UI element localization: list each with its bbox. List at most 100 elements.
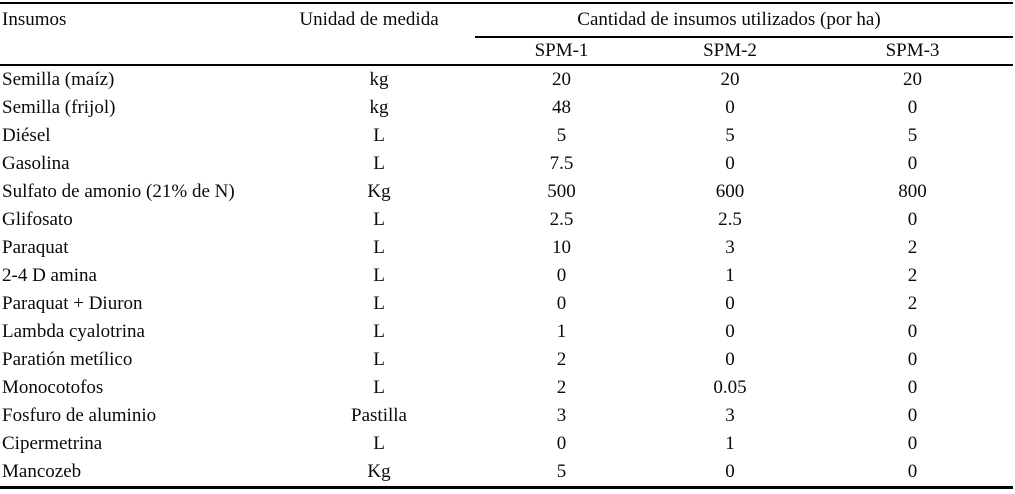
spm2-cell: 0 (725, 321, 735, 342)
spm3-cell: 2 (907, 293, 918, 314)
insumo-cell: Paraquat (2, 237, 69, 258)
spm1-cell: 20 (552, 69, 571, 90)
unidad-cell: L (373, 321, 385, 342)
spm2-cell: 0 (725, 349, 735, 370)
unidad-cell: Kg (367, 181, 391, 202)
spm1-cell: 5 (556, 125, 567, 146)
table-row: Lambda cyalotrina L 1 0 0 (0, 318, 1013, 346)
unidad-cell: L (373, 349, 385, 370)
unidad-cell: kg (369, 69, 389, 90)
spm3-cell: 20 (903, 69, 922, 90)
spm2-cell: 20 (720, 69, 740, 90)
table-row: Paraquat L 10 3 2 (0, 234, 1013, 262)
unidad-cell: L (373, 209, 385, 230)
unidad-cell: L (373, 265, 385, 286)
spm1-cell: 0 (556, 433, 567, 454)
unidad-cell: kg (369, 97, 389, 118)
spm2-cell: 0 (725, 293, 735, 314)
table-row: Paratión metílico L 2 0 0 (0, 346, 1013, 374)
insumo-cell: Cipermetrina (2, 433, 103, 454)
insumo-cell: Semilla (frijol) (2, 97, 116, 118)
table-row: Monocotofos L 2 0.05 0 (0, 374, 1013, 402)
insumo-cell: Fosfuro de aluminio (2, 405, 157, 426)
spm3-cell: 2 (907, 265, 918, 286)
insumo-cell: Paratión metílico (2, 349, 133, 370)
spm2-cell: 0 (725, 461, 735, 482)
spm1-cell: 48 (552, 97, 571, 118)
spm3-cell: 800 (898, 181, 927, 202)
table-row: Mancozeb Kg 5 0 0 (0, 458, 1013, 488)
spm1-cell: 2 (556, 349, 567, 370)
spm1-cell: 10 (552, 237, 571, 258)
spm3-cell: 0 (907, 153, 918, 174)
spm3-cell: 0 (907, 433, 918, 454)
column-header-insumos: Insumos (0, 3, 283, 66)
insumo-cell: Diésel (2, 125, 51, 146)
table-row: Semilla (maíz) kg 20 20 20 (0, 65, 1013, 94)
table-row: Glifosato L 2.5 2.5 0 (0, 206, 1013, 234)
spm2-cell: 0 (725, 153, 735, 174)
spm3-cell: 0 (907, 405, 918, 426)
insumo-cell: Gasolina (2, 153, 70, 174)
spm2-cell: 2.5 (718, 209, 742, 230)
table-row: 2-4 D amina L 0 1 2 (0, 262, 1013, 290)
spm3-cell: 5 (907, 125, 918, 146)
table-row: Semilla (frijol) kg 48 0 0 (0, 94, 1013, 122)
spm2-cell: 3 (725, 237, 735, 258)
spm3-cell: 0 (907, 97, 918, 118)
table-row: Sulfato de amonio (21% de N) Kg 500 600 … (0, 178, 1013, 206)
spm3-cell: 0 (907, 349, 918, 370)
spm2-cell: 1 (725, 433, 735, 454)
insumo-cell: Mancozeb (2, 461, 82, 482)
spm2-cell: 0 (725, 97, 735, 118)
insumo-cell: Semilla (maíz) (2, 69, 115, 90)
spm1-cell: 7.5 (549, 153, 574, 174)
spm2-cell: 0.05 (713, 377, 747, 398)
insumo-cell: Glifosato (2, 209, 73, 230)
spm1-cell: 3 (556, 405, 567, 426)
unidad-cell: L (373, 153, 385, 174)
column-header-spm3: SPM-3 (812, 37, 1013, 66)
spm1-cell: 500 (547, 181, 576, 202)
spm2-cell: 3 (725, 405, 735, 426)
spm3-cell: 0 (907, 377, 918, 398)
spm2-cell: 600 (715, 181, 745, 202)
column-header-spm2: SPM-2 (648, 37, 812, 66)
unidad-cell: Kg (367, 461, 391, 482)
spm2-cell: 5 (725, 125, 735, 146)
insumo-cell: Sulfato de amonio (21% de N) (2, 181, 235, 202)
spm3-cell: 0 (907, 461, 918, 482)
insumo-cell: Paraquat + Diuron (2, 293, 143, 314)
spm1-cell: 1 (556, 321, 567, 342)
unidad-cell: L (373, 433, 385, 454)
table-row: Cipermetrina L 0 1 0 (0, 430, 1013, 458)
insumo-cell: Lambda cyalotrina (2, 321, 145, 342)
table-row: Gasolina L 7.5 0 0 (0, 150, 1013, 178)
unidad-cell: L (373, 293, 385, 314)
insumo-cell: Monocotofos (2, 377, 104, 398)
spm1-cell: 0 (556, 293, 567, 314)
column-group-header-cantidad: Cantidad de insumos utilizados (por ha) (475, 3, 1013, 38)
spm1-cell: 0 (556, 265, 567, 286)
insumo-cell: 2-4 D amina (2, 265, 97, 286)
header-row-sub: SPM-1 SPM-2 SPM-3 (0, 37, 1013, 66)
unidad-cell: L (373, 377, 385, 398)
spm3-cell: 0 (907, 209, 918, 230)
spm2-cell: 1 (725, 265, 735, 286)
spm1-cell: 2 (556, 377, 567, 398)
unidad-cell: L (373, 125, 385, 146)
header-row-top: Insumos Unidad de medida Cantidad de ins… (0, 3, 1013, 66)
table-row: Paraquat + Diuron L 0 0 2 (0, 290, 1013, 318)
unidad-cell: L (373, 237, 385, 258)
spm1-cell: 2.5 (549, 209, 574, 230)
table-row: Diésel L 5 5 5 (0, 122, 1013, 150)
spm3-cell: 0 (907, 321, 918, 342)
unidad-cell: Pastilla (351, 405, 407, 426)
spm3-cell: 2 (907, 237, 918, 258)
column-header-spm1: SPM-1 (475, 37, 648, 66)
table-row: Fosfuro de aluminio Pastilla 3 3 0 (0, 402, 1013, 430)
column-header-unidad: Unidad de medida (283, 3, 475, 66)
spm1-cell: 5 (556, 461, 567, 482)
